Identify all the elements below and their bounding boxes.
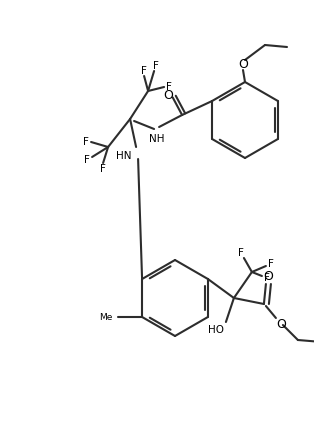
- Text: F: F: [83, 137, 89, 147]
- Text: O: O: [163, 89, 173, 102]
- Text: O: O: [276, 317, 286, 330]
- Text: O: O: [263, 271, 273, 284]
- Text: NH: NH: [149, 134, 165, 144]
- Text: F: F: [238, 248, 244, 258]
- Text: F: F: [141, 66, 147, 76]
- Text: F: F: [153, 61, 159, 71]
- Text: F: F: [100, 164, 106, 174]
- Text: HO: HO: [208, 325, 224, 335]
- Text: F: F: [268, 259, 274, 269]
- Text: F: F: [84, 155, 90, 165]
- Text: F: F: [166, 82, 172, 92]
- Text: O: O: [238, 58, 248, 72]
- Text: F: F: [264, 273, 270, 283]
- Text: HN: HN: [116, 151, 132, 161]
- Text: Me: Me: [99, 312, 112, 321]
